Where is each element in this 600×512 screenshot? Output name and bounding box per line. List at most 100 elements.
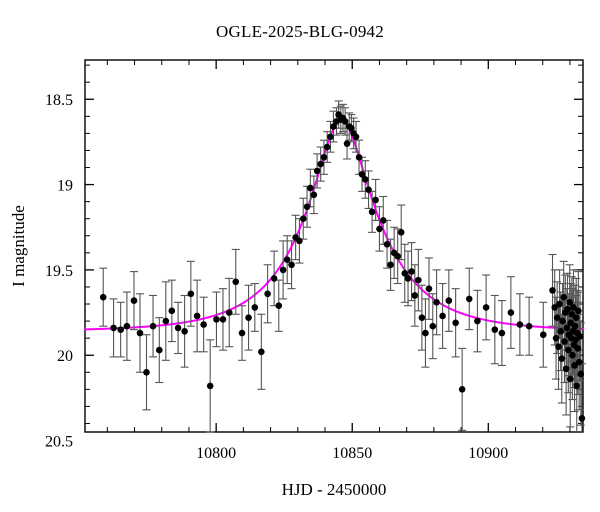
data-point xyxy=(355,153,363,161)
data-point xyxy=(401,270,409,277)
data-point xyxy=(566,299,573,306)
data-point xyxy=(283,256,291,263)
x-tick-label: 10850 xyxy=(332,445,372,462)
data-point xyxy=(507,309,515,316)
plot-frame xyxy=(84,59,584,433)
data-point xyxy=(264,290,271,298)
data-point xyxy=(181,328,188,335)
data-point xyxy=(408,268,415,275)
data-point xyxy=(130,297,138,304)
data-point xyxy=(516,321,524,328)
data-point xyxy=(372,196,379,204)
data-point xyxy=(418,314,426,321)
y-axis-title: I magnitude xyxy=(9,205,28,287)
data-point xyxy=(394,252,401,260)
data-point xyxy=(193,312,201,320)
data-point xyxy=(361,176,369,183)
data-point xyxy=(565,346,572,354)
data-point xyxy=(555,343,562,350)
data-point xyxy=(368,208,376,216)
data-point xyxy=(563,324,571,332)
data-point xyxy=(387,261,394,269)
data-point xyxy=(458,386,466,393)
data-point xyxy=(572,314,580,321)
data-point xyxy=(348,124,355,132)
y-tick-label: 19 xyxy=(57,178,73,195)
data-point xyxy=(411,292,419,299)
data-point xyxy=(569,351,576,359)
data-point xyxy=(232,278,240,286)
data-point xyxy=(168,307,176,315)
data-point xyxy=(429,322,437,330)
data-point xyxy=(296,237,303,245)
y-tick-label: 19.5 xyxy=(45,263,73,280)
data-point xyxy=(110,324,117,332)
y-tick-label: 20 xyxy=(57,348,73,365)
data-point xyxy=(162,317,170,325)
data-point xyxy=(397,229,405,236)
data-point xyxy=(187,290,195,298)
data-point xyxy=(323,143,331,151)
data-point xyxy=(330,123,337,130)
data-point xyxy=(251,304,259,311)
data-point xyxy=(433,299,440,306)
data-point xyxy=(452,319,459,327)
data-point xyxy=(379,217,387,224)
data-point xyxy=(574,345,582,352)
data-point xyxy=(352,133,360,141)
data-point xyxy=(123,322,131,330)
data-point xyxy=(571,362,578,369)
data-point xyxy=(317,160,324,168)
data-point xyxy=(551,304,558,311)
data-point xyxy=(465,295,473,303)
data-point xyxy=(343,140,351,147)
data-point xyxy=(445,297,453,304)
data-point xyxy=(439,312,446,320)
data-point xyxy=(99,293,107,301)
data-point xyxy=(578,415,586,422)
data-point xyxy=(576,333,584,340)
x-axis-title: HJD - 2450000 xyxy=(282,480,387,499)
data-point xyxy=(577,370,585,378)
data-point xyxy=(155,346,163,354)
data-point xyxy=(117,326,124,333)
data-point xyxy=(571,322,579,330)
data-point xyxy=(415,276,422,284)
data-point xyxy=(383,240,391,248)
chart-title: OGLE-2025-BLG-0942 xyxy=(216,22,384,41)
data-point xyxy=(313,167,321,175)
data-point xyxy=(320,153,328,161)
data-point xyxy=(376,225,383,233)
data-point xyxy=(549,287,556,294)
data-point xyxy=(474,317,481,325)
errorbar-group xyxy=(99,100,586,433)
data-point xyxy=(358,171,366,178)
data-point xyxy=(149,322,157,330)
data-point xyxy=(559,317,566,325)
data-point xyxy=(491,326,499,333)
data-point xyxy=(213,316,220,323)
data-point xyxy=(498,329,506,337)
model-curve xyxy=(84,118,584,331)
data-point xyxy=(238,329,246,337)
data-point xyxy=(275,302,283,310)
data-point xyxy=(570,304,577,311)
data-point xyxy=(307,184,314,192)
data-point xyxy=(553,314,561,321)
data-point xyxy=(564,305,571,313)
data-point xyxy=(573,382,581,390)
data-point xyxy=(288,261,295,269)
data-point xyxy=(206,382,214,390)
data-point xyxy=(258,348,265,356)
data-point xyxy=(425,285,433,292)
data-point xyxy=(561,338,568,345)
data-point xyxy=(539,331,547,339)
data-point xyxy=(299,215,307,222)
data-point xyxy=(482,304,490,311)
data-point xyxy=(219,316,227,323)
data-point xyxy=(552,334,560,342)
data-point xyxy=(174,324,182,332)
data-point xyxy=(136,329,144,337)
data-point xyxy=(303,203,311,211)
